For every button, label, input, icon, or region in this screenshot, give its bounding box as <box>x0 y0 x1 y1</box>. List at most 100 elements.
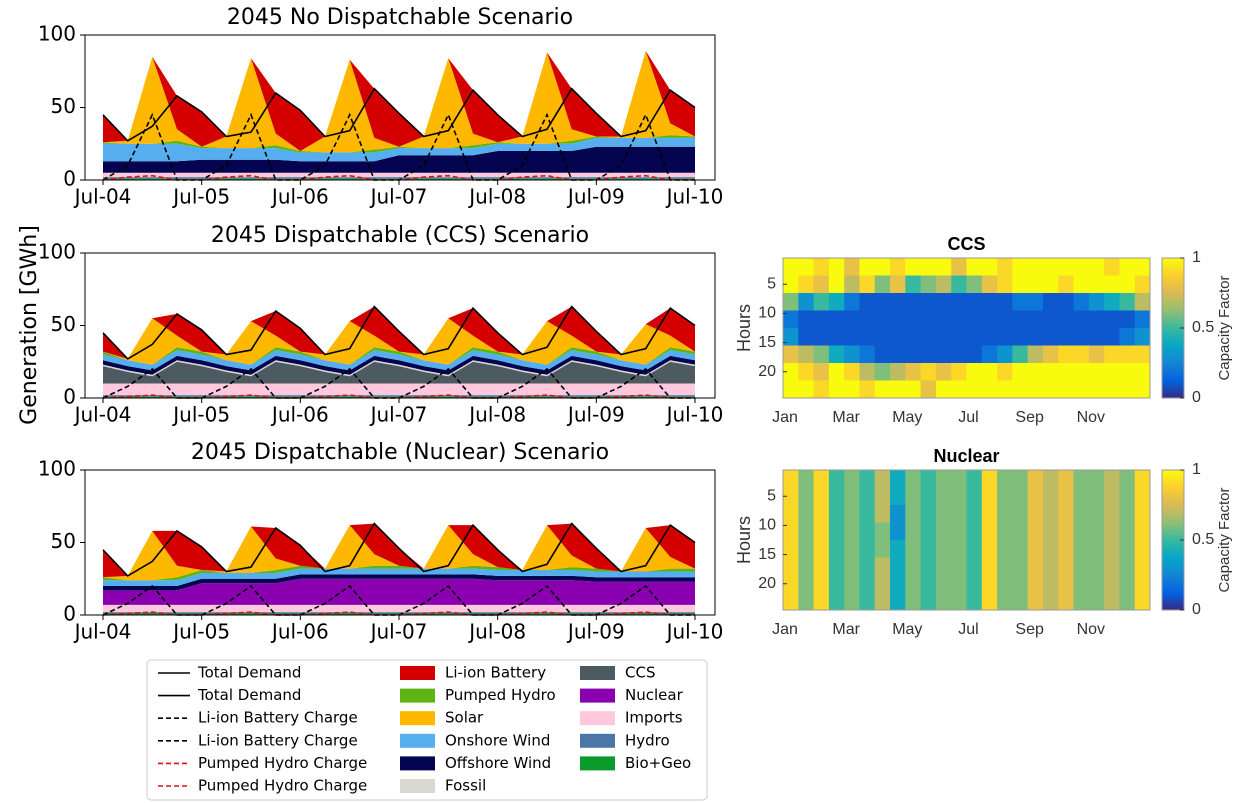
heat-cell <box>813 575 830 593</box>
heat-cell <box>981 505 998 523</box>
heat-cell <box>1073 363 1090 381</box>
heat-cell <box>966 592 983 611</box>
heat-cell <box>935 363 952 381</box>
heat-cell <box>951 487 967 506</box>
heat-cell <box>798 345 814 364</box>
heat-cell <box>1088 575 1105 593</box>
heat-cell <box>981 258 998 276</box>
heat-cell <box>844 345 860 364</box>
heat-cell <box>813 557 830 576</box>
x-tick-label: Jul-05 <box>171 403 230 427</box>
heat-cell <box>828 557 845 576</box>
heat-cell <box>1119 505 1136 523</box>
legend-swatch <box>580 666 615 680</box>
heat-cell <box>859 275 876 294</box>
area <box>103 50 695 153</box>
heat-cell <box>828 522 845 541</box>
y-tick-label: 5 <box>767 275 776 292</box>
heat-cell <box>966 380 983 399</box>
legend-label: Offshore Wind <box>445 754 551 772</box>
heat-cell <box>1042 575 1059 593</box>
heat-cell <box>1134 363 1151 381</box>
y-tick-label: 20 <box>758 363 776 380</box>
heat-cell <box>966 258 983 276</box>
heat-cell <box>1042 487 1059 506</box>
area <box>103 568 695 586</box>
heat-cell <box>935 293 952 311</box>
y-tick-label: 100 <box>38 22 76 46</box>
heat-cell <box>798 310 814 329</box>
heat-cell <box>1012 345 1029 364</box>
heat-cell <box>798 540 814 558</box>
area-chart: 2045 No Dispatchable Scenario 0 50 100 Jul-0… <box>38 5 724 209</box>
heat-cell <box>905 363 922 381</box>
x-tick-label: Jul-07 <box>369 620 428 644</box>
heat-cell <box>1073 540 1090 558</box>
heat-cell <box>783 470 799 488</box>
heat-cell <box>1042 557 1059 576</box>
heat-cell <box>1134 522 1151 541</box>
heat-cell <box>951 328 967 346</box>
area <box>103 565 695 581</box>
heat-cell <box>1042 522 1059 541</box>
heat-cell <box>1119 293 1136 311</box>
heat-cell <box>1088 505 1105 523</box>
heat-cell <box>828 275 845 294</box>
colorbar-tick-label: 1 <box>1192 461 1201 478</box>
heat-cell <box>844 575 860 593</box>
heat-cell <box>1088 522 1105 541</box>
heat-cell <box>966 293 983 311</box>
line <box>102 87 696 142</box>
heat-cell <box>874 345 891 364</box>
heat-cell <box>828 380 845 399</box>
heat-cell <box>844 380 860 399</box>
heat-cell <box>966 505 983 523</box>
heat-cell <box>798 258 814 276</box>
legend-label: Total Demand <box>197 686 301 704</box>
heat-cell <box>966 575 983 593</box>
heat-cell <box>1088 363 1105 381</box>
heat-cell <box>1058 575 1074 593</box>
heat-cell <box>890 505 906 523</box>
heat-cell <box>1042 470 1059 488</box>
legend-swatch <box>580 756 615 771</box>
heat-cell <box>813 328 830 346</box>
x-tick-label: Jul-06 <box>270 620 329 644</box>
heat-cell <box>1119 575 1136 593</box>
heat-cell <box>1042 540 1059 558</box>
heat-cell <box>844 592 860 611</box>
heat-cell <box>813 540 830 558</box>
heat-cell <box>783 363 799 381</box>
line <box>102 305 696 360</box>
heat-cell <box>1012 275 1029 294</box>
legend-swatch <box>580 688 615 703</box>
heat-cell <box>920 345 937 364</box>
heat-cell <box>1027 293 1044 311</box>
heat-cell <box>1104 380 1120 399</box>
x-tick-label: Jul-09 <box>566 185 625 209</box>
legend-label: Total Demand <box>197 664 301 682</box>
y-tick-label: 10 <box>758 305 776 322</box>
heat-cell <box>1042 592 1059 611</box>
heat-cell <box>890 310 906 329</box>
heat-cell <box>1058 275 1074 294</box>
heat-cell <box>874 540 891 558</box>
heat-cell <box>1104 275 1120 294</box>
y-tick-label: 15 <box>758 334 776 351</box>
heat-cell <box>1073 310 1090 329</box>
x-tick-label: Nov <box>1077 621 1105 638</box>
heat-cell <box>890 575 906 593</box>
x-tick-label: May <box>892 409 922 426</box>
heat-cell <box>1073 557 1090 576</box>
heat-cell <box>890 522 906 541</box>
heat-cell <box>1104 592 1120 611</box>
heat-cell <box>1058 487 1074 506</box>
heat-cell <box>1134 540 1151 558</box>
x-tick-label: Jul-10 <box>665 403 724 427</box>
heat-cell <box>828 592 845 611</box>
heat-cell <box>1088 557 1105 576</box>
heat-cell <box>844 470 860 488</box>
heat-cell <box>1134 557 1151 576</box>
heat-cell <box>844 505 860 523</box>
heat-cell <box>1134 592 1151 611</box>
